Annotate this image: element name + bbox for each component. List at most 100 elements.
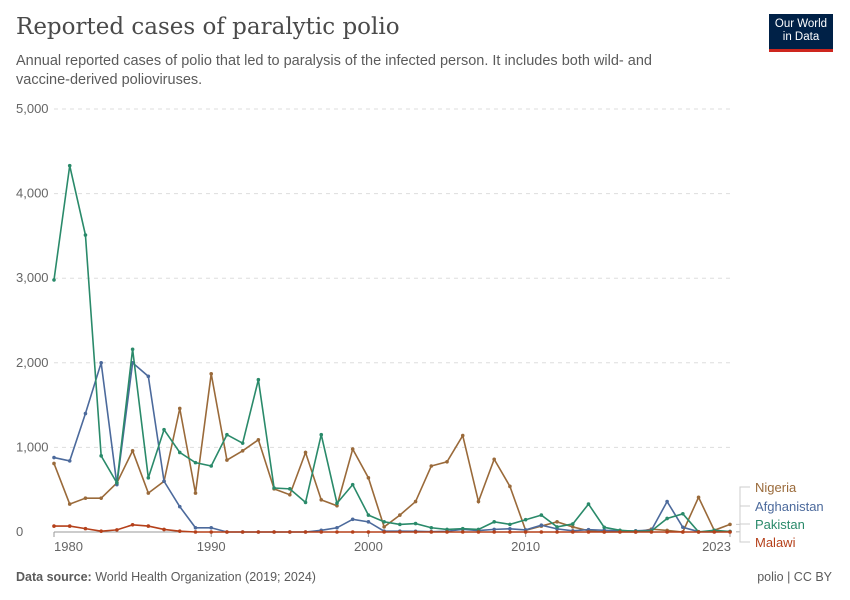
data-point-nigeria (240, 448, 245, 453)
data-point-malawi (586, 530, 591, 534)
data-point-malawi (508, 530, 512, 534)
x-tick-label: 1990 (197, 539, 226, 554)
data-point-nigeria (256, 437, 261, 442)
data-point-malawi (240, 530, 245, 534)
data-point-nigeria (193, 491, 198, 495)
x-tick-label: 2000 (354, 539, 383, 554)
data-point-malawi (696, 530, 701, 534)
data-point-nigeria (413, 499, 418, 504)
data-point-afghanistan (146, 374, 151, 379)
data-point-pakistan (240, 441, 245, 445)
data-point-malawi (83, 526, 88, 531)
data-point-nigeria (288, 492, 292, 497)
data-point-malawi (99, 529, 103, 533)
data-point-malawi (523, 530, 528, 534)
data-point-malawi (177, 529, 182, 533)
data-point-malawi (366, 530, 371, 534)
data-point-malawi (335, 530, 339, 534)
data-point-malawi (193, 530, 198, 534)
data-point-malawi (618, 530, 622, 534)
data-point-nigeria (555, 520, 559, 524)
data-point-afghanistan (539, 523, 544, 528)
data-point-afghanistan (99, 361, 103, 365)
data-point-nigeria (460, 433, 465, 438)
series-line-afghanistan (53, 361, 731, 533)
data-point-malawi (115, 528, 119, 532)
data-point-pakistan (366, 513, 371, 517)
data-point-malawi (492, 530, 496, 534)
data-point-pakistan (492, 520, 496, 524)
data-point-nigeria (476, 499, 481, 504)
data-point-malawi (539, 530, 544, 534)
legend-connector (736, 505, 750, 532)
data-point-malawi (413, 530, 418, 534)
data-point-malawi (445, 530, 449, 534)
data-point-pakistan (288, 487, 292, 491)
data-point-pakistan (508, 522, 512, 527)
data-point-malawi (209, 530, 214, 534)
data-point-nigeria (67, 502, 72, 506)
data-point-pakistan (67, 163, 72, 168)
data-point-malawi (712, 530, 717, 534)
data-point-nigeria (366, 476, 371, 480)
data-point-nigeria (570, 525, 575, 529)
owid-logo[interactable]: Our World in Data (769, 14, 833, 52)
data-point-malawi (67, 524, 72, 528)
data-point-malawi (225, 530, 229, 534)
y-tick-label: 4,000 (16, 186, 49, 201)
x-tick-label: 2023 (702, 539, 731, 554)
data-point-pakistan (602, 525, 607, 530)
data-point-pakistan (539, 513, 544, 517)
y-tick-label: 5,000 (16, 101, 49, 116)
data-point-nigeria (398, 513, 402, 517)
legend-label-pakistan: Pakistan (755, 517, 805, 532)
data-point-pakistan (52, 278, 56, 282)
series-line-nigeria (53, 373, 731, 533)
data-point-afghanistan (67, 459, 72, 463)
data-point-malawi (288, 530, 292, 534)
data-point-malawi (303, 530, 308, 534)
data-point-afghanistan (665, 499, 669, 504)
data-point-malawi (162, 527, 166, 532)
data-point-afghanistan (366, 520, 371, 524)
data-point-afghanistan (177, 504, 182, 509)
data-point-malawi (398, 530, 402, 534)
source-text[interactable]: World Health Organization (2019; 2024) (95, 570, 316, 584)
data-point-nigeria (508, 484, 512, 489)
data-point-pakistan (555, 525, 559, 529)
data-point-pakistan (99, 454, 103, 458)
data-point-pakistan (476, 527, 481, 532)
source-label: Data source: (16, 570, 92, 584)
data-point-malawi (728, 530, 732, 534)
data-point-pakistan (225, 432, 229, 437)
data-point-malawi (272, 530, 276, 534)
data-point-afghanistan (162, 479, 166, 484)
data-point-afghanistan (83, 411, 88, 416)
data-point-nigeria (303, 450, 308, 455)
data-point-nigeria (52, 461, 56, 466)
data-point-pakistan (146, 476, 151, 480)
data-point-pakistan (303, 500, 308, 505)
data-point-pakistan (586, 502, 591, 506)
data-point-pakistan (665, 516, 669, 521)
data-point-nigeria (429, 464, 434, 468)
data-point-nigeria (728, 522, 732, 527)
data-point-nigeria (350, 447, 355, 451)
data-point-pakistan (445, 527, 449, 532)
y-tick-label: 3,000 (16, 270, 49, 285)
data-point-pakistan (130, 347, 135, 352)
data-point-nigeria (146, 491, 151, 495)
license[interactable]: polio | CC BY (757, 570, 832, 584)
data-point-pakistan (83, 233, 88, 237)
x-tick-label: 2010 (511, 539, 540, 554)
data-point-malawi (476, 530, 481, 534)
data-point-malawi (681, 530, 685, 534)
legend-connector (736, 523, 750, 532)
data-point-pakistan (272, 486, 276, 490)
data-point-pakistan (177, 450, 182, 455)
data-point-malawi (429, 530, 434, 534)
data-point-pakistan (162, 427, 166, 432)
data-point-malawi (256, 530, 261, 534)
